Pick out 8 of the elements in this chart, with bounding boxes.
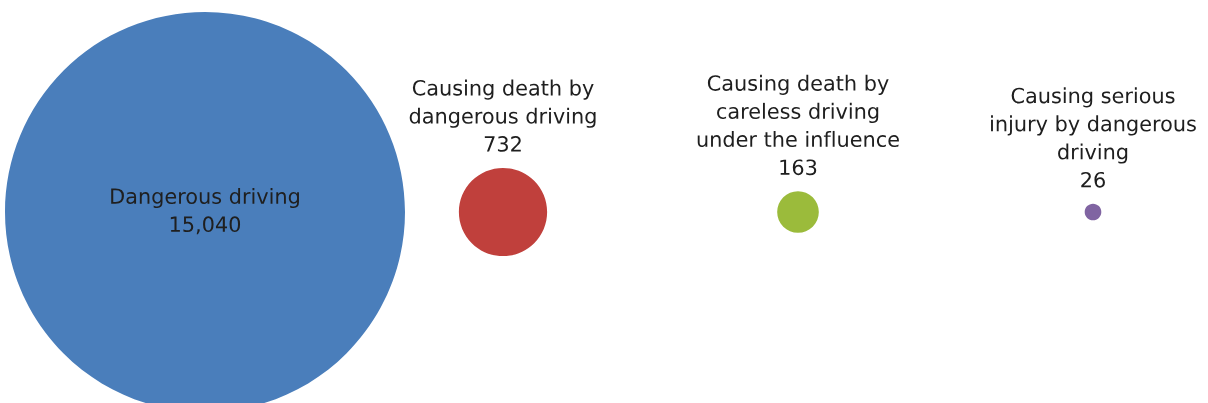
data-label: 163 [780, 159, 817, 176]
data-label: 15,040 [170, 216, 241, 235]
category-label: Causing serious injury by dangerous driving [991, 87, 1196, 164]
data-label: 732 [484, 136, 521, 152]
data-label: 26 [1081, 171, 1105, 188]
category-label: Dangerous driving [111, 187, 299, 209]
category-label: Causing death by careless driving under the influence [697, 74, 899, 148]
category-label: Causing death by dangerous driving [409, 79, 596, 128]
